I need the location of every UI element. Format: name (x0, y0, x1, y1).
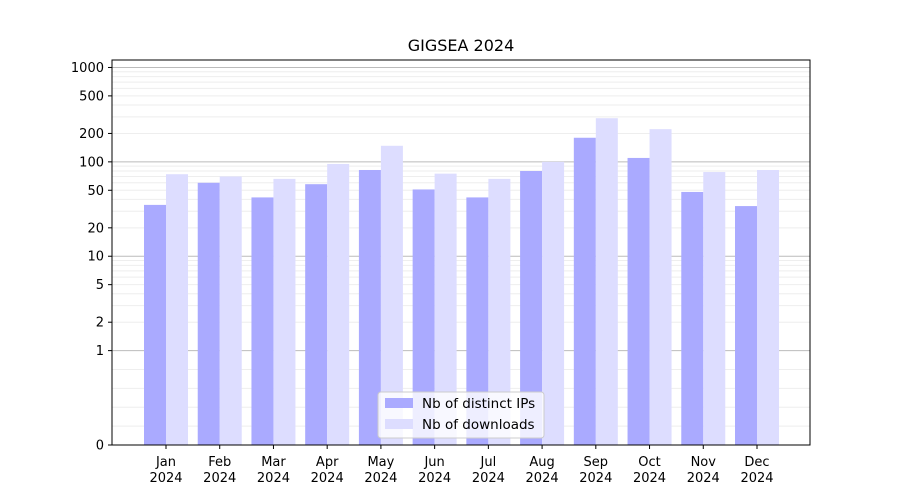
y-tick-label: 1 (96, 344, 104, 359)
bar-downloads (488, 178, 511, 445)
bar-distinct-ips (197, 182, 220, 445)
bar-downloads (595, 118, 618, 445)
y-tick-label: 10 (87, 250, 104, 265)
bar-downloads (380, 145, 403, 446)
x-tick-label: Apr 2024 (311, 455, 344, 486)
x-tick-label: Aug 2024 (526, 455, 559, 486)
bar-distinct-ips (681, 191, 704, 445)
bar-downloads (757, 169, 779, 446)
bar-distinct-ips (144, 204, 166, 445)
bar-distinct-ips (520, 171, 543, 446)
y-tick-label: 50 (87, 184, 104, 199)
y-tick-label: 2 (96, 316, 104, 331)
y-axis: 0 1 2 5 10 20 50 100 200 500 1000 (71, 61, 112, 454)
x-tick-label: May 2024 (364, 455, 397, 486)
bar-distinct-ips (251, 197, 274, 445)
bar-distinct-ips (412, 189, 435, 445)
x-tick-label: Dec 2024 (740, 455, 773, 486)
bar-distinct-ips (466, 197, 489, 445)
chart-title: GIGSEA 2024 (408, 36, 515, 55)
legend-swatch-downloads (385, 419, 413, 429)
legend-box (377, 391, 545, 439)
x-tick-label: Feb 2024 (203, 455, 236, 486)
x-tick-label: Sep 2024 (579, 455, 612, 486)
x-tick-label: Oct 2024 (633, 455, 666, 486)
bar-distinct-ips (627, 157, 650, 445)
y-tick-label: 0 (96, 439, 104, 454)
bar-downloads (434, 173, 457, 446)
legend: Nb of distinct IPs Nb of downloads (377, 391, 545, 439)
x-tick-label: Mar 2024 (257, 455, 290, 486)
x-tick-label: Jul 2024 (472, 455, 505, 486)
bar-downloads (327, 163, 350, 445)
y-tick-label: 20 (87, 221, 104, 236)
x-tick-label: Nov 2024 (687, 455, 720, 486)
bar-downloads (649, 129, 672, 445)
x-axis: Jan 2024 Feb 2024 Mar 2024 Apr 2024 May 2024 Jun 20… (149, 445, 774, 486)
y-tick-label: 100 (79, 155, 104, 170)
bar-distinct-ips (358, 169, 381, 446)
bar-distinct-ips (573, 137, 596, 445)
bar-downloads (166, 174, 188, 445)
x-tick-label: Jan 2024 (149, 455, 182, 486)
bars (144, 118, 779, 446)
legend-label-distinct-ips: Nb of distinct IPs (422, 396, 535, 412)
bar-downloads (703, 172, 726, 445)
y-tick-label: 5 (96, 278, 104, 293)
bar-distinct-ips (305, 184, 328, 445)
bar-downloads (219, 176, 242, 445)
x-tick-label: Jun 2024 (418, 455, 451, 486)
y-tick-label: 500 (79, 89, 104, 104)
bar-downloads (542, 161, 565, 445)
legend-swatch-distinct-ips (385, 398, 413, 408)
y-tick-label: 1000 (71, 61, 104, 76)
y-tick-label: 200 (79, 127, 104, 142)
bar-distinct-ips (735, 206, 757, 445)
legend-label-downloads: Nb of downloads (422, 417, 535, 433)
bar-downloads (273, 178, 296, 445)
plot-frame (111, 59, 811, 446)
